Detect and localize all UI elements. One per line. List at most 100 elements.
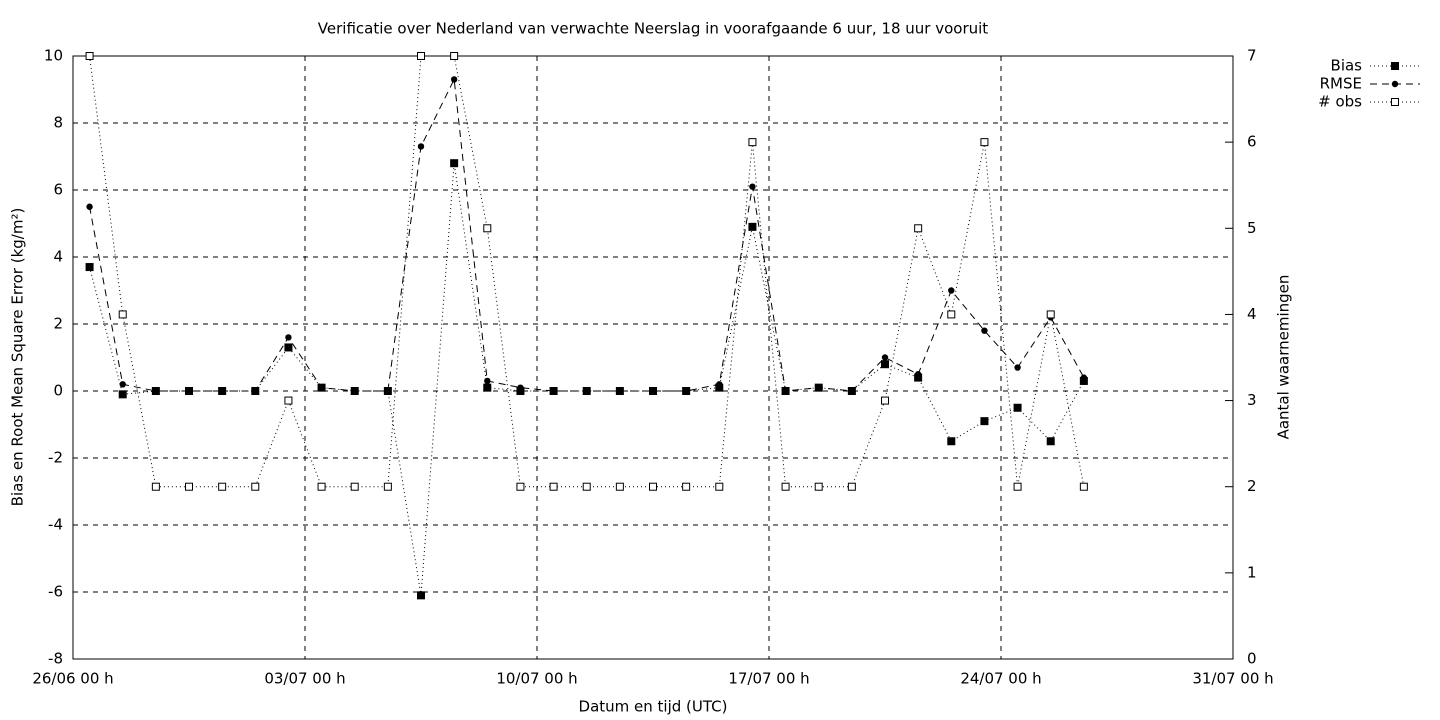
marker <box>881 354 889 361</box>
marker <box>881 396 889 405</box>
marker <box>119 381 126 388</box>
marker <box>981 327 988 334</box>
y-tick-label: -8 <box>48 650 63 668</box>
y-tick-label: -4 <box>48 516 63 534</box>
marker <box>980 417 989 426</box>
marker <box>218 482 227 491</box>
y-tick-label: -2 <box>48 449 63 467</box>
marker <box>947 310 956 319</box>
marker <box>450 159 459 168</box>
marker <box>748 222 757 231</box>
marker <box>583 387 590 395</box>
y2-tick-label: 2 <box>1247 477 1257 495</box>
marker <box>1014 364 1021 371</box>
legend-label: # obs <box>1318 93 1362 111</box>
y-tick-label: 2 <box>53 315 63 333</box>
marker <box>582 482 591 491</box>
marker <box>948 287 955 294</box>
x-tick-label: 03/07 00 h <box>264 670 345 688</box>
legend-marker <box>1391 80 1399 88</box>
y2-tick-label: 6 <box>1247 133 1257 151</box>
marker <box>251 482 260 491</box>
legend-marker <box>1391 62 1399 70</box>
marker <box>980 138 989 147</box>
y-tick-label: 6 <box>53 181 63 199</box>
marker <box>517 384 524 391</box>
marker <box>85 52 94 60</box>
marker <box>85 263 94 272</box>
y2-tick-label: 4 <box>1247 305 1257 323</box>
marker <box>417 591 425 600</box>
y-tick-label: -6 <box>48 583 63 601</box>
marker <box>1079 482 1088 491</box>
y2-tick-label: 1 <box>1247 563 1257 581</box>
marker <box>914 371 922 378</box>
marker <box>350 482 359 491</box>
legend-label: RMSE <box>1320 75 1362 93</box>
chart-title: Verificatie over Nederland van verwachte… <box>318 20 988 38</box>
marker <box>550 387 557 395</box>
x-axis-label: Datum en tijd (UTC) <box>579 698 728 716</box>
marker <box>716 381 723 388</box>
marker <box>417 143 425 150</box>
y-axis-label: Bias en Root Mean Square Error (kg/m²) <box>9 208 27 507</box>
marker <box>682 482 691 491</box>
marker <box>715 482 724 491</box>
marker <box>1013 482 1022 491</box>
y-tick-label: 8 <box>53 114 63 132</box>
marker <box>118 310 127 319</box>
marker <box>947 437 956 446</box>
y-tick-label: 0 <box>53 382 63 400</box>
marker <box>682 387 690 395</box>
legend-label: Bias <box>1331 57 1363 75</box>
marker <box>516 482 525 491</box>
marker <box>384 387 392 395</box>
x-tick-label: 10/07 00 h <box>496 670 577 688</box>
marker <box>815 384 822 391</box>
y2-tick-label: 0 <box>1247 650 1257 668</box>
y-tick-label: 4 <box>53 248 63 266</box>
marker <box>118 390 127 399</box>
x-tick-label: 26/06 00 h <box>32 670 113 688</box>
marker <box>450 76 458 83</box>
marker <box>417 52 425 60</box>
marker <box>749 183 756 190</box>
marker <box>1080 374 1088 381</box>
marker <box>483 224 492 233</box>
marker <box>317 482 326 491</box>
marker <box>185 387 193 395</box>
y2-axis-label: Aantal waarnemingen <box>1275 275 1293 440</box>
marker <box>252 387 259 395</box>
marker <box>1046 310 1055 319</box>
marker <box>285 334 292 341</box>
marker <box>649 387 657 395</box>
y2-tick-label: 5 <box>1247 219 1257 237</box>
x-tick-label: 24/07 00 h <box>960 670 1041 688</box>
series-line <box>89 55 1085 488</box>
marker <box>848 387 856 395</box>
marker <box>185 482 193 491</box>
marker <box>483 383 492 392</box>
marker <box>649 482 657 491</box>
y2-tick-label: 7 <box>1247 47 1257 65</box>
marker <box>351 387 358 395</box>
marker <box>615 482 624 491</box>
marker <box>616 387 624 395</box>
legend-marker <box>1391 98 1399 106</box>
marker <box>151 482 160 491</box>
plot-frame <box>72 55 1234 660</box>
marker <box>881 360 889 369</box>
marker <box>748 138 757 147</box>
marker <box>318 384 325 391</box>
marker <box>152 387 160 395</box>
marker <box>914 224 923 233</box>
x-tick-label: 17/07 00 h <box>728 670 809 688</box>
marker <box>383 482 392 491</box>
y2-tick-label: 3 <box>1247 391 1257 409</box>
marker <box>284 343 293 352</box>
series-line <box>89 163 1085 596</box>
marker <box>86 203 93 210</box>
series-line <box>89 77 1085 392</box>
marker <box>781 482 790 491</box>
x-tick-label: 31/07 00 h <box>1192 670 1273 688</box>
